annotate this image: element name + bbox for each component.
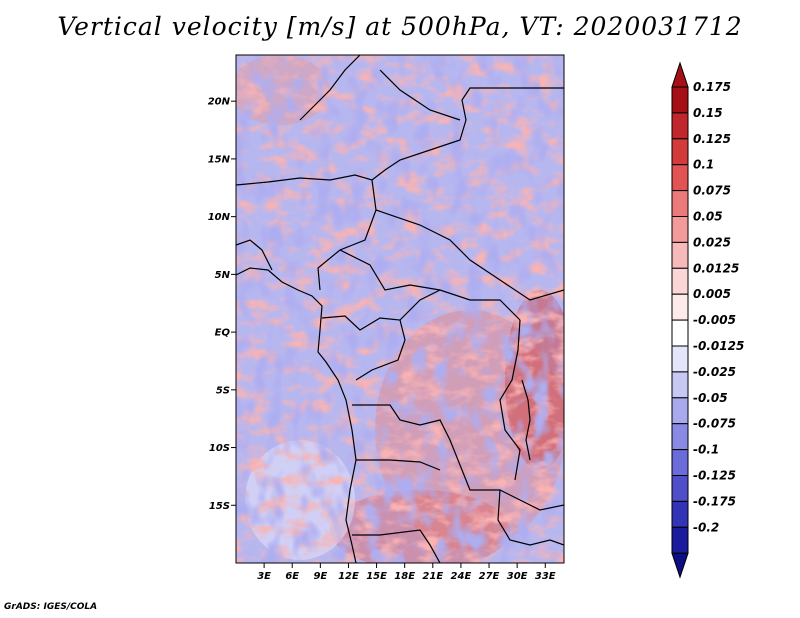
border-south-1 bbox=[352, 404, 564, 511]
colorbar-segment bbox=[671, 241, 689, 269]
border-south-4 bbox=[497, 489, 564, 546]
grads-credit: GrADS: IGES/COLA bbox=[4, 602, 98, 612]
map-frame bbox=[235, 54, 565, 564]
coastline-west-africa bbox=[236, 267, 357, 563]
colorbar-label: -0.175 bbox=[693, 494, 736, 508]
colorbar-segment bbox=[671, 190, 689, 218]
lon-tick-label: 12E bbox=[338, 571, 359, 582]
colorbar-segment bbox=[671, 293, 689, 321]
lon-tick-label: 6E bbox=[285, 571, 299, 582]
colorbar-label: 0.1 bbox=[693, 158, 714, 172]
colorbar-label: -0.2 bbox=[693, 520, 719, 534]
colorbar-segment bbox=[671, 449, 689, 477]
lon-tick-label: 21E bbox=[422, 571, 443, 582]
colorbar-segment bbox=[671, 371, 689, 399]
lon-tick-label: 27E bbox=[479, 571, 500, 582]
colorbar-label: -0.075 bbox=[693, 417, 736, 431]
colorbar-segment bbox=[671, 86, 689, 114]
lon-tick-label: 3E bbox=[257, 571, 271, 582]
border-central-1 bbox=[317, 179, 377, 291]
lat-tick-label: 10N bbox=[208, 212, 231, 223]
map-title: Vertical velocity [m/s] at 500hPa, VT: 2… bbox=[57, 12, 743, 41]
colorbar-segment bbox=[671, 423, 689, 451]
lat-tick-label: 5S bbox=[216, 385, 230, 396]
border-east-lake bbox=[521, 379, 531, 461]
colorbar-label: -0.025 bbox=[693, 365, 736, 379]
border-north-3 bbox=[379, 69, 461, 121]
border-north-1 bbox=[236, 87, 564, 186]
lon-tick-label: 15E bbox=[366, 571, 387, 582]
colorbar-label: 0.175 bbox=[693, 80, 731, 94]
border-north-2 bbox=[299, 55, 361, 121]
colorbar-label: 0.15 bbox=[693, 106, 723, 120]
colorbar-label: 0.025 bbox=[693, 235, 731, 249]
colorbar-segment bbox=[671, 138, 689, 166]
lon-tick-label: 24E bbox=[451, 571, 472, 582]
colorbar-label: -0.0125 bbox=[693, 339, 744, 353]
lon-tick-label: 18E bbox=[394, 571, 415, 582]
colorbar-label: 0.075 bbox=[693, 184, 731, 198]
lat-tick-label: 15S bbox=[209, 501, 230, 512]
colorbar-segment bbox=[671, 345, 689, 373]
colorbar-label: -0.005 bbox=[693, 313, 736, 327]
colorbar-segment bbox=[671, 216, 689, 243]
lat-tick-label: EQ bbox=[215, 328, 231, 339]
longitude-axis: 3E 6E 9E 12E 15E 18E 21E 24E 27E 30E 33E bbox=[257, 563, 556, 582]
colorbar-segment bbox=[671, 500, 689, 528]
border-central-2 bbox=[375, 209, 564, 301]
border-central-3 bbox=[339, 249, 521, 321]
colorbar-segment bbox=[671, 267, 689, 295]
velocity-field bbox=[236, 55, 564, 563]
coastlines-borders bbox=[236, 55, 564, 563]
colorbar: 0.175 0.15 0.125 0.1 0.075 0.05 0.025 0.0125 0.0… bbox=[671, 61, 744, 579]
colorbar-label: 0.125 bbox=[693, 132, 731, 146]
field-noise-blue bbox=[236, 55, 564, 563]
lon-tick-label: 30E bbox=[507, 571, 528, 582]
colorbar-label: 0.0125 bbox=[693, 261, 739, 275]
lat-tick-label: 15N bbox=[208, 154, 231, 165]
latitude-axis: 20N 15N 10N 5N EQ 5S 10S 15S bbox=[208, 97, 236, 512]
colorbar-label: -0.125 bbox=[693, 469, 736, 483]
colorbar-label: -0.05 bbox=[693, 391, 728, 405]
colorbar-segment bbox=[671, 319, 689, 347]
colorbar-label: 0.005 bbox=[693, 287, 731, 301]
lat-tick-label: 5N bbox=[215, 270, 231, 281]
border-central-4 bbox=[236, 239, 273, 271]
colorbar-bottom-arrow bbox=[671, 552, 689, 579]
lat-tick-label: 10S bbox=[209, 443, 230, 454]
lon-tick-label: 33E bbox=[535, 571, 556, 582]
colorbar-segment bbox=[671, 164, 689, 192]
border-south-2 bbox=[356, 459, 441, 471]
colorbar-segment bbox=[671, 526, 689, 554]
colorbar-top-arrow bbox=[671, 61, 689, 88]
border-south-3 bbox=[352, 529, 441, 563]
border-congo-2 bbox=[399, 289, 441, 321]
colorbar-label: 0.05 bbox=[693, 210, 723, 224]
border-east-1 bbox=[499, 319, 521, 481]
colorbar-label: -0.1 bbox=[693, 443, 719, 457]
lon-tick-label: 9E bbox=[313, 571, 327, 582]
lat-tick-label: 20N bbox=[208, 97, 231, 108]
colorbar-segment bbox=[671, 397, 689, 425]
colorbar-segment bbox=[671, 475, 689, 502]
colorbar-segment bbox=[671, 112, 689, 140]
